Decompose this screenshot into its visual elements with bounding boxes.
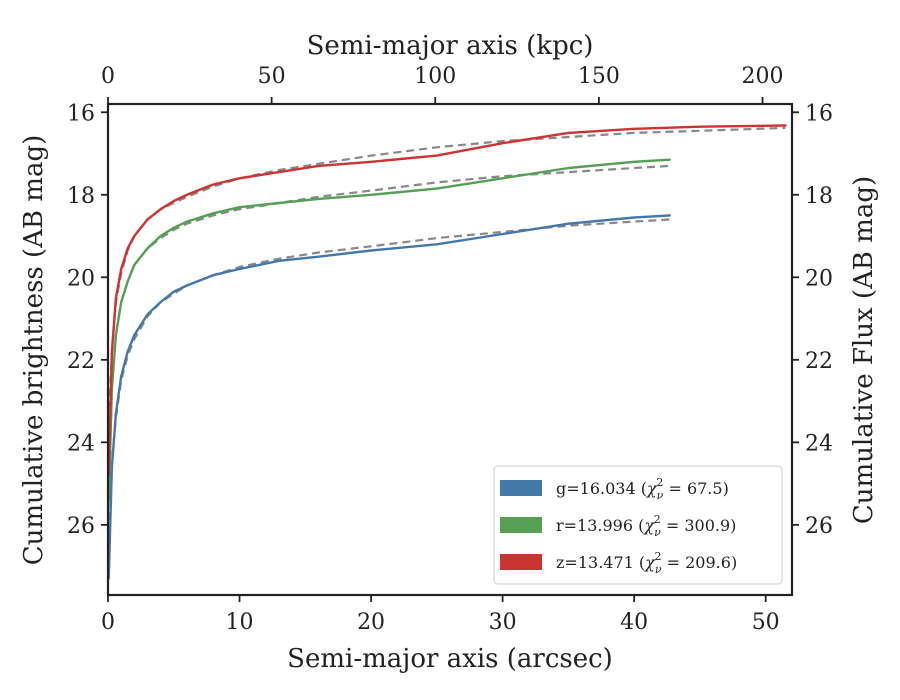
legend-item-z: z=13.471 (χν2 = 209.6) (500, 550, 737, 576)
legend: g=16.034 (χν2 = 67.5) r=13.996 (χν2 = 30… (493, 465, 783, 585)
legend-chi-sub-g: ν (657, 489, 664, 502)
x2-tick-label: 100 (414, 64, 456, 89)
legend-label-r: r=13.996 (χν2 = 300.9) (556, 513, 736, 539)
x-axis-title: Semi-major axis (arcsec) (287, 644, 613, 674)
x2-axis-title: Semi-major axis (kpc) (307, 31, 594, 61)
legend-chi-sup-r: 2 (654, 513, 661, 526)
series-line-r (107, 158, 671, 502)
legend-chi-symbol-g: χ (646, 479, 658, 498)
plot-frame (106, 102, 794, 597)
data-series (107, 124, 787, 580)
legend-chi2-r: 300.9 (684, 516, 730, 535)
legend-item-r: r=13.996 (χν2 = 300.9) (500, 513, 736, 539)
legend-band-g: g=16.034 (556, 479, 636, 498)
legend-chi2-z: 209.6 (685, 553, 731, 572)
fit-line-z (108, 126, 786, 410)
y2-tick-label: 20 (805, 266, 833, 291)
fit-line-r (108, 164, 670, 484)
series-line-z (107, 124, 787, 477)
y-tick-label: 22 (67, 349, 95, 374)
legend-chi-sub-z: ν (655, 563, 662, 576)
y-tick-label: 20 (67, 266, 95, 291)
legend-swatch-g (500, 480, 542, 496)
legend-eq-r: = (661, 516, 685, 535)
y2-tick-label: 26 (805, 514, 833, 539)
legend-band-z: z=13.471 (556, 553, 634, 572)
x-tick-label: 50 (752, 610, 780, 635)
x-tick-label: 40 (620, 610, 648, 635)
legend-chi-symbol-r: χ (643, 516, 655, 535)
series-line-g (107, 214, 671, 580)
legend-chi-sup-g: 2 (656, 476, 663, 489)
x2-tick-label: 150 (578, 64, 620, 89)
y2-tick-label: 18 (805, 184, 833, 209)
y2-tick-label: 24 (805, 431, 833, 456)
legend-label-z: z=13.471 (χν2 = 209.6) (556, 550, 737, 576)
legend-eq-z: = (662, 553, 686, 572)
legend-band-r: r=13.996 (556, 516, 633, 535)
x2-tick-label: 50 (258, 64, 286, 89)
legend-chi-sub-r: ν (654, 526, 661, 539)
legend-item-g: g=16.034 (χν2 = 67.5) (500, 476, 729, 502)
legend-chi-symbol-z: χ (644, 553, 656, 572)
x-tick-label: 0 (101, 610, 115, 635)
legend-swatch-r (500, 517, 542, 533)
x-tick-label: 20 (357, 610, 385, 635)
y2-axis-title: Cumulative Flux (AB mag) (849, 176, 879, 524)
x-tick-label: 10 (226, 610, 254, 635)
legend-chi-sup-z: 2 (655, 550, 662, 563)
x2-tick-label: 200 (742, 64, 784, 89)
legend-swatch-z (500, 554, 542, 570)
y-tick-label: 24 (67, 431, 95, 456)
y-tick-label: 18 (67, 184, 95, 209)
x2-tick-label: 0 (101, 64, 115, 89)
legend-chi2-g: 67.5 (687, 479, 723, 498)
y2-tick-label: 16 (805, 101, 833, 126)
legend-label-g: g=16.034 (χν2 = 67.5) (556, 476, 729, 502)
y-tick-label: 26 (67, 514, 95, 539)
y2-tick-label: 22 (805, 349, 833, 374)
x-tick-label: 30 (489, 610, 517, 635)
legend-frame (493, 465, 783, 585)
y-axis-title: Cumulative brightness (AB mag) (19, 135, 49, 566)
y-tick-label: 16 (67, 101, 95, 126)
legend-eq-g: = (663, 479, 687, 498)
